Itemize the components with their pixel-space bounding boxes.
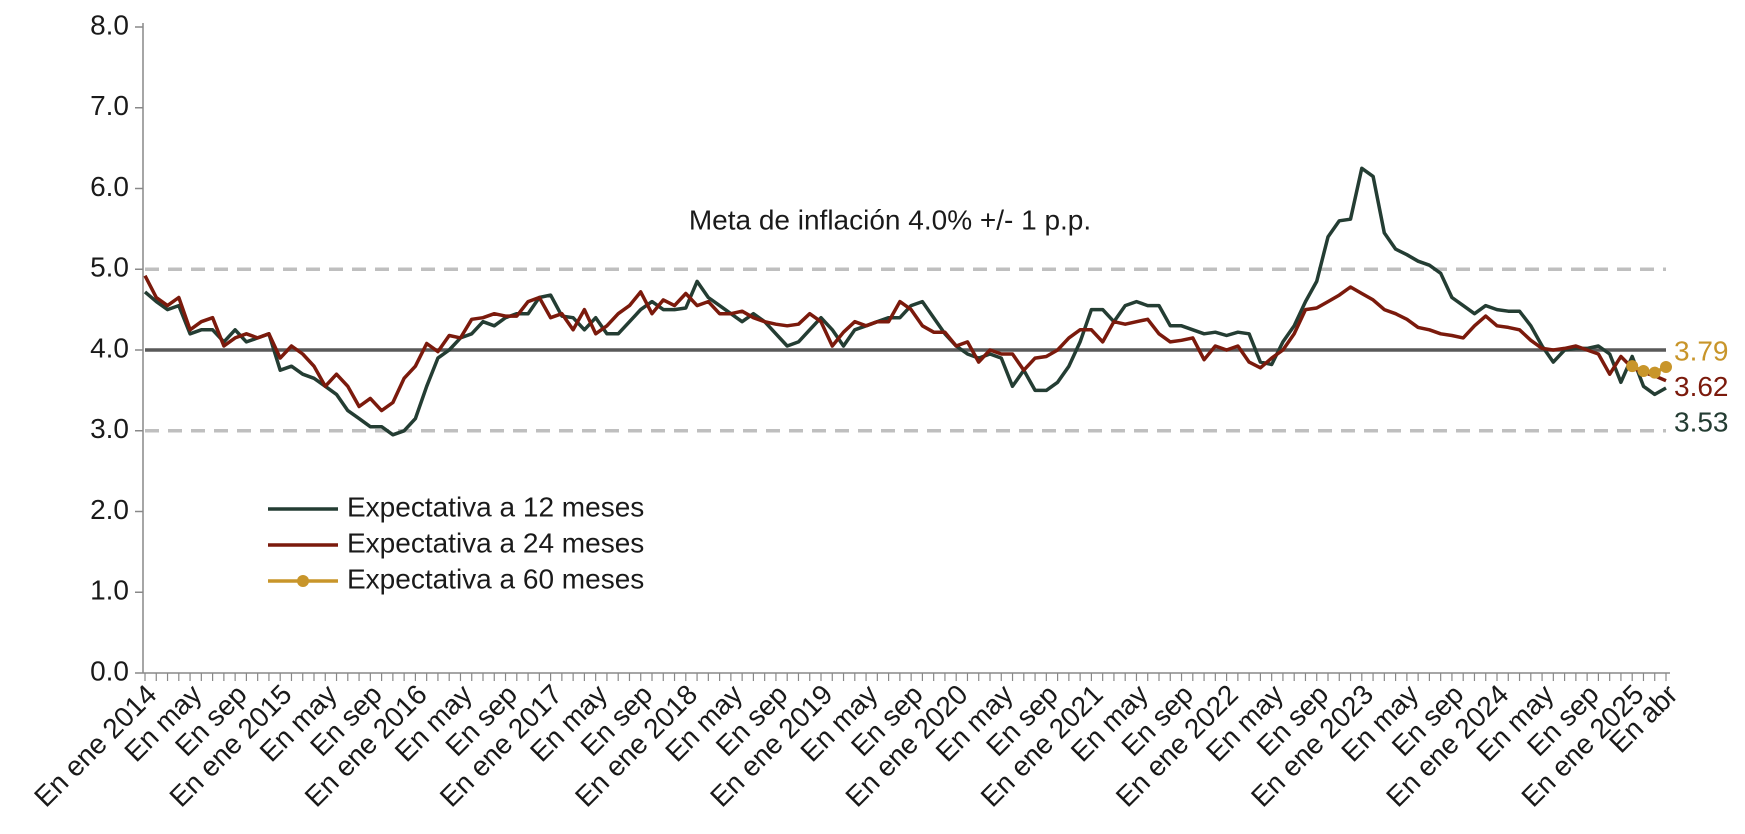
series-marker xyxy=(1660,360,1672,373)
annotation: Meta de inflación 4.0% +/- 1 p.p. xyxy=(689,204,1091,235)
series-line xyxy=(143,166,1667,437)
y-tick-label: 0.0 xyxy=(90,655,129,686)
y-tick-label: 1.0 xyxy=(90,575,129,606)
y-tick-label: 2.0 xyxy=(90,494,129,525)
end-label: 3.62 xyxy=(1674,371,1729,402)
y-tick-label: 5.0 xyxy=(90,252,129,283)
legend-label: Expectativa a 24 meses xyxy=(347,527,644,558)
y-tick-label: 6.0 xyxy=(90,171,129,202)
series-line xyxy=(143,274,1667,413)
legend-label: Expectativa a 12 meses xyxy=(347,491,644,522)
y-tick-label: 7.0 xyxy=(90,90,129,121)
series-marker xyxy=(1648,366,1661,379)
y-tick-label: 4.0 xyxy=(90,332,129,363)
y-tick-label: 8.0 xyxy=(90,9,129,40)
legend-label: Expectativa a 60 meses xyxy=(347,563,644,594)
series-marker xyxy=(1637,364,1650,377)
end-label: 3.53 xyxy=(1674,406,1729,437)
end-label: 3.79 xyxy=(1674,335,1729,366)
y-tick-label: 3.0 xyxy=(90,413,129,444)
series-marker xyxy=(1626,360,1639,373)
legend-marker xyxy=(297,575,309,587)
